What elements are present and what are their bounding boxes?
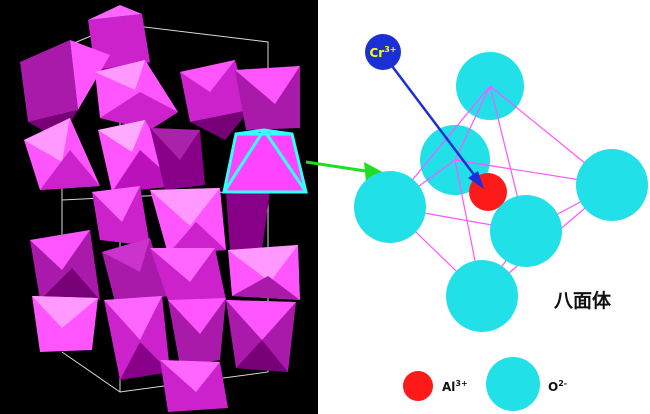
- oxygen-ion: [446, 260, 518, 332]
- octahedron: [226, 300, 296, 372]
- substitution-arrowhead: [468, 171, 484, 189]
- octahedron: [150, 248, 226, 306]
- octahedron: [150, 188, 226, 254]
- octahedron-label: 八面体: [554, 289, 612, 312]
- octahedron: [235, 66, 300, 130]
- legend-oxygen-swatch: [486, 357, 540, 411]
- oxygen-ion: [354, 171, 426, 243]
- octahedron: [92, 186, 150, 246]
- legend-aluminum-swatch: [403, 371, 433, 401]
- octahedron: [20, 40, 110, 140]
- octahedron: [228, 245, 300, 300]
- octahedron: [104, 296, 170, 380]
- legend-oxygen-label: O2-: [548, 379, 567, 394]
- octahedron: [168, 298, 226, 366]
- oxygen-ion: [490, 195, 562, 267]
- chromium-label: Cr3+: [369, 45, 396, 60]
- octahedron: [30, 230, 100, 300]
- octahedron: [150, 128, 205, 190]
- octahedron: [226, 192, 270, 250]
- octahedron: [32, 296, 98, 352]
- octahedron: [102, 238, 168, 306]
- octahedron-detail: Cr3+ 八面体: [354, 34, 648, 332]
- crystal-structure-panel: [0, 0, 318, 414]
- oxygen-ion: [576, 149, 648, 221]
- legend: Al3+ O2-: [403, 357, 567, 411]
- substitution-arrow: [391, 65, 479, 181]
- chromium-ion: [365, 34, 401, 70]
- highlighted-octahedron: [222, 128, 308, 194]
- green-arrow: [305, 160, 388, 182]
- octahedron: [180, 60, 250, 140]
- octahedron: [95, 60, 178, 130]
- octahedron: [160, 360, 228, 412]
- octahedron: [24, 118, 100, 190]
- legend-aluminum-label: Al3+: [442, 379, 468, 394]
